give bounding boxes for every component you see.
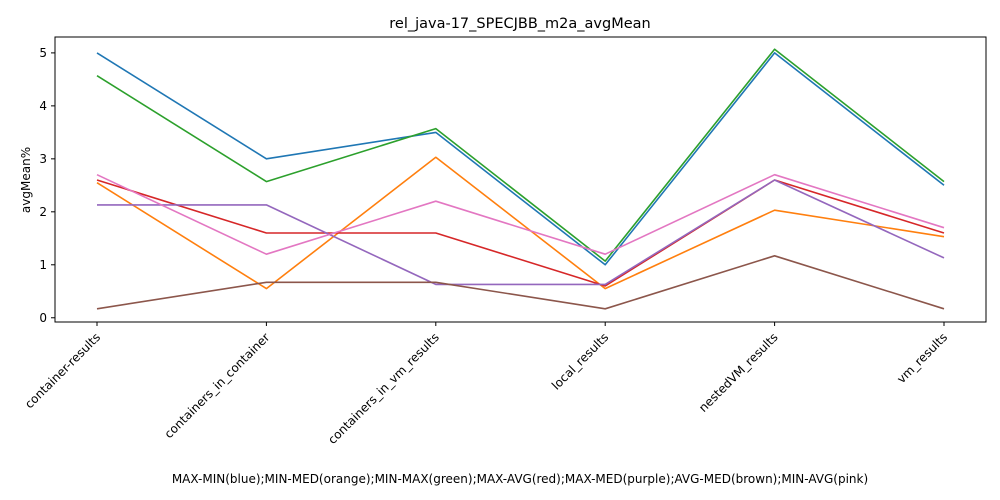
y-axis-label: avgMean% [19, 147, 33, 213]
series-line-0 [96, 52, 945, 266]
x-tick-label: vm_results [894, 330, 950, 386]
x-tick-label: container-results [22, 330, 103, 411]
series-layer [96, 48, 945, 310]
chart-title: rel_java-17_SPECJBB_m2a_avgMean [389, 16, 650, 32]
y-axis: 0 1 2 3 4 5 [39, 46, 55, 325]
x-axis-label: MAX-MIN(blue);MIN-MED(orange);MIN-MAX(gr… [172, 472, 868, 486]
series-line-4 [97, 179, 945, 286]
y-tick-label: 0 [39, 311, 47, 325]
series-line-2 [96, 48, 945, 262]
y-tick-label: 4 [39, 99, 47, 113]
series-line-5 [96, 255, 945, 310]
y-tick-label: 2 [39, 205, 47, 219]
x-tick-label: local_results [549, 330, 611, 392]
y-tick-label: 1 [39, 258, 47, 272]
x-axis: container-results containers_in_container… [22, 322, 950, 447]
y-tick-label: 3 [39, 152, 47, 166]
series-line-6 [96, 173, 945, 255]
x-tick-label: containers_in_container [162, 330, 273, 441]
x-tick-label: containers_in_vm_results [325, 330, 442, 447]
y-tick-label: 5 [39, 46, 47, 60]
series-line-3 [96, 179, 945, 287]
plot-area [54, 36, 987, 323]
x-tick-label: nestedVM_results [696, 330, 781, 415]
series-line-1 [96, 156, 945, 290]
